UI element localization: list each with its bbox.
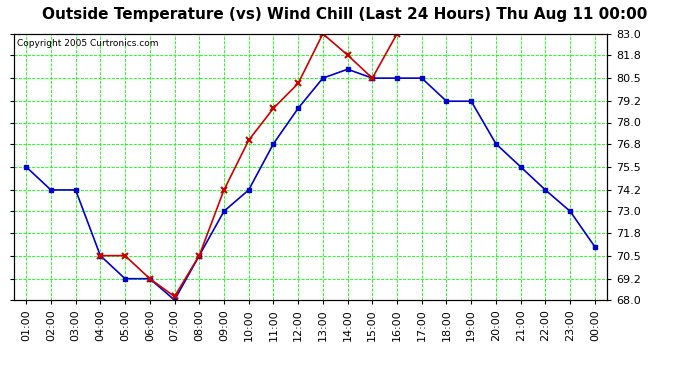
Text: Outside Temperature (vs) Wind Chill (Last 24 Hours) Thu Aug 11 00:00: Outside Temperature (vs) Wind Chill (Las… <box>42 8 648 22</box>
Text: Copyright 2005 Curtronics.com: Copyright 2005 Curtronics.com <box>17 39 158 48</box>
